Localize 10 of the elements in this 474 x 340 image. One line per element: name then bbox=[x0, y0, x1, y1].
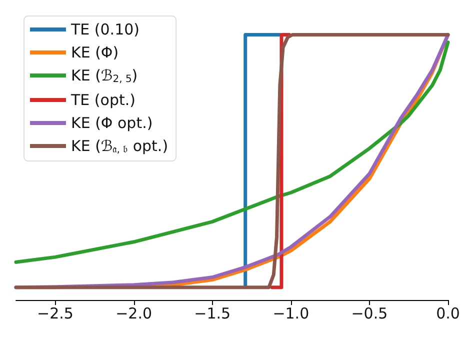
legend-label: KE (Φ opt.) bbox=[71, 114, 153, 132]
x-tick-label: −1.5 bbox=[194, 304, 231, 322]
x-tick-label: −2.5 bbox=[37, 304, 74, 322]
x-tick-label: −1.0 bbox=[272, 304, 310, 322]
legend-label: TE (opt.) bbox=[70, 91, 136, 109]
x-tick-label: −0.5 bbox=[351, 304, 388, 322]
x-tick-label: 0.0 bbox=[436, 304, 460, 322]
legend-label: TE (0.10) bbox=[70, 20, 140, 38]
x-tick-label: −2.0 bbox=[116, 304, 152, 322]
legend-label: KE (Φ) bbox=[71, 44, 119, 62]
